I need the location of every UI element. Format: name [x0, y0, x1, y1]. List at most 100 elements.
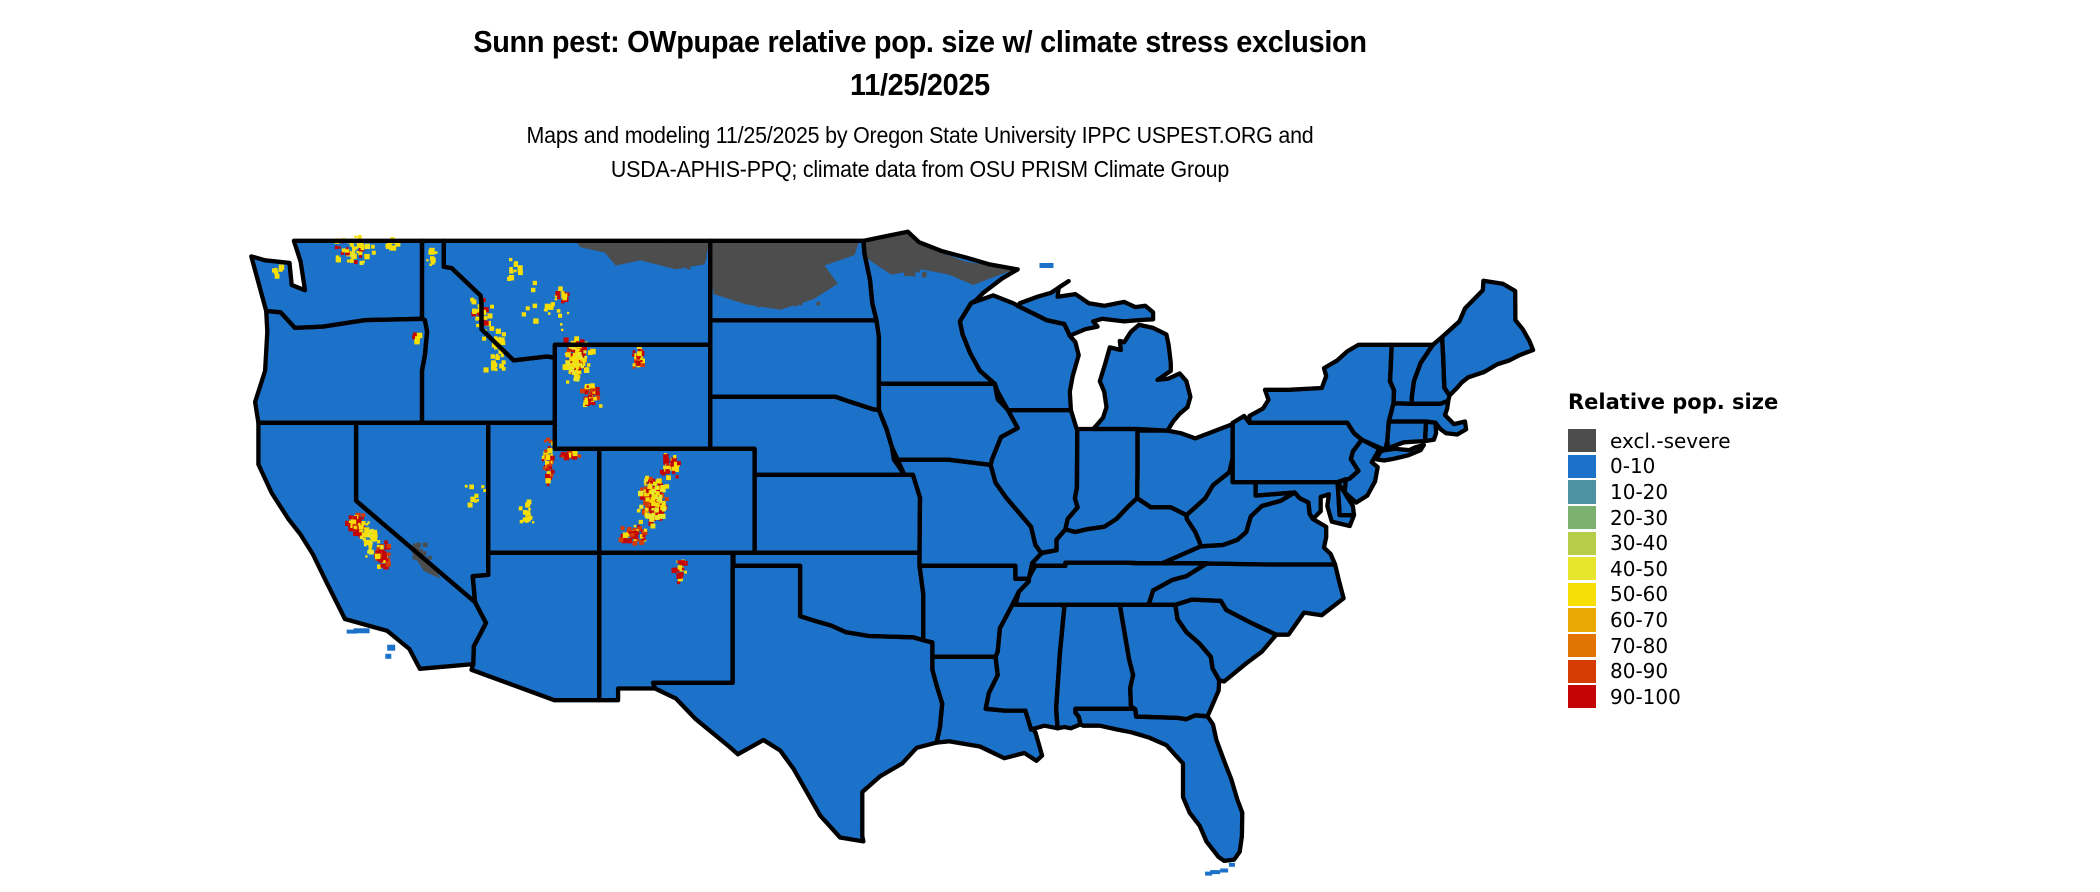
raster-cell: [590, 397, 594, 401]
raster-cell: [542, 466, 546, 470]
raster-cell: [650, 489, 654, 493]
legend-item: excl.-severe: [1568, 428, 1778, 454]
raster-cell: [554, 294, 558, 298]
raster-cell: [483, 367, 489, 373]
raster-cell: [338, 246, 341, 249]
raster-cell: [768, 288, 771, 291]
raster-cell: [627, 527, 632, 532]
raster-cell: [366, 541, 370, 546]
legend-item: 20-30: [1568, 505, 1778, 531]
raster-cell: [358, 522, 361, 526]
raster-cell: [768, 298, 772, 302]
state-ky: [1032, 498, 1201, 566]
raster-cell: [345, 250, 350, 256]
raster-cell: [380, 563, 385, 568]
state-ne: [710, 396, 905, 475]
raster-cell: [544, 303, 551, 310]
raster-cell: [358, 524, 364, 530]
raster-cell: [658, 517, 663, 521]
raster-cell: [370, 528, 374, 533]
raster-cell: [651, 492, 655, 496]
raster-cell: [665, 252, 668, 256]
raster-cell: [550, 469, 555, 474]
raster-cell: [636, 538, 640, 542]
raster-cell: [651, 494, 656, 498]
raster-cell: [778, 300, 784, 306]
state-ar: [919, 565, 1029, 657]
state-wy: [554, 344, 711, 449]
raster-cell: [636, 529, 639, 532]
raster-cell: [346, 259, 350, 263]
raster-cell: [274, 273, 280, 279]
raster-cell: [541, 459, 545, 462]
raster-cell: [548, 460, 553, 465]
raster-cell: [760, 302, 764, 305]
raster-cell: [595, 395, 601, 401]
raster-cell: [509, 269, 514, 274]
raster-cell: [671, 567, 677, 574]
raster-cell: [643, 537, 646, 541]
state-border-ms: [983, 589, 1067, 732]
raster-cell: [661, 261, 665, 266]
raster-cell: [632, 540, 638, 546]
raster-cell: [658, 486, 662, 490]
raster-cell: [376, 544, 380, 548]
title-line-1: Sunn pest: OWpupae relative pop. size w/…: [473, 24, 1367, 59]
raster-cell: [640, 487, 644, 491]
raster-cell: [501, 360, 506, 365]
raster-cell: [491, 365, 497, 371]
raster-cell: [637, 526, 642, 531]
raster-cell: [711, 266, 715, 270]
raster-cell: [916, 264, 922, 269]
raster-cell: [677, 560, 681, 564]
raster-cell: [775, 304, 781, 309]
island: [1220, 868, 1229, 873]
raster-cell: [666, 475, 671, 481]
raster-cell: [583, 369, 587, 373]
raster-cell: [376, 540, 381, 544]
raster-cell: [563, 455, 569, 461]
raster-cell: [575, 348, 580, 354]
raster-cell: [593, 391, 597, 395]
raster-cell: [562, 364, 569, 370]
raster-cell: [481, 297, 486, 303]
raster-cell: [370, 542, 373, 545]
raster-cell: [636, 508, 641, 513]
raster-cell: [572, 451, 576, 455]
raster-cell: [577, 371, 581, 375]
page-title: Sunn pest: OWpupae relative pop. size w/…: [64, 20, 1775, 106]
raster-cell: [648, 496, 652, 500]
subtitle-line-2: USDA-APHIS-PPQ; climate data from OSU PR…: [610, 156, 1230, 182]
raster-cell: [577, 454, 582, 458]
raster-cell: [663, 465, 667, 469]
raster-cell: [426, 259, 429, 262]
raster-cell: [700, 261, 705, 265]
raster-cell: [681, 567, 685, 571]
raster-cell: [677, 576, 683, 582]
legend-item-label: 70-80: [1610, 633, 1669, 658]
raster-cell: [799, 291, 802, 295]
raster-cell: [627, 530, 632, 534]
legend-swatch: [1568, 633, 1596, 658]
raster-cell: [348, 523, 352, 526]
raster-cell: [639, 539, 645, 545]
raster-cell: [508, 275, 515, 281]
raster-cell: [574, 361, 580, 367]
raster-cell: [501, 340, 506, 346]
raster-cell: [599, 404, 603, 408]
raster-cell: [642, 512, 646, 516]
raster-cell: [662, 488, 666, 493]
raster-cell: [546, 471, 551, 476]
raster-cell: [589, 388, 594, 393]
raster-cell: [476, 499, 479, 502]
legend-item: 50-60: [1568, 582, 1778, 608]
raster-cell: [651, 508, 654, 511]
raster-cell: [578, 355, 583, 360]
raster-cell: [638, 355, 643, 361]
raster-cell: [341, 248, 346, 253]
raster-cell: [565, 360, 571, 366]
raster-cell: [632, 530, 638, 536]
raster-cell: [566, 380, 570, 384]
raster-cell: [673, 461, 680, 467]
raster-cell: [373, 537, 378, 541]
